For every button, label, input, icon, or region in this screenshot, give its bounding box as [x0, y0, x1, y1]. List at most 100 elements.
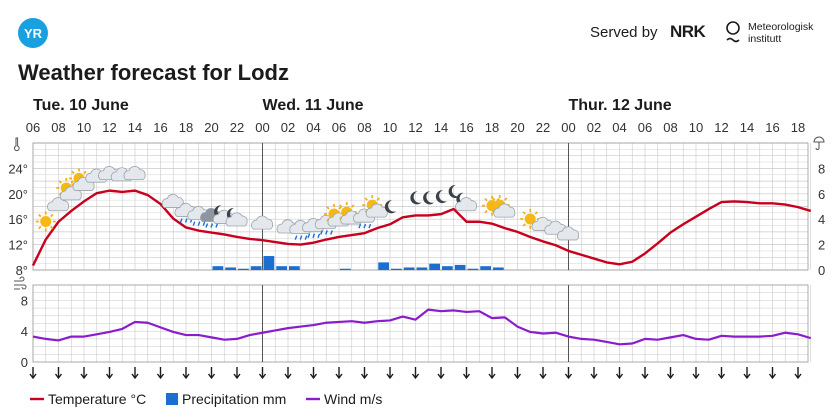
x-tick-label: 12 [102, 120, 116, 135]
met-institute-line2: institutt [748, 33, 782, 45]
arrow-head [564, 373, 573, 380]
precipitation-bar [429, 263, 440, 270]
nrk-logo[interactable]: NRK [670, 22, 706, 41]
grid-lines [32, 142, 812, 363]
rain-drop [210, 223, 214, 228]
y-tick-label-precipitation: 0 [818, 263, 825, 278]
cloud-shape [455, 197, 477, 212]
rain-drop [205, 223, 209, 228]
arrow-head [360, 373, 369, 380]
wind-direction-arrow [743, 367, 751, 380]
x-tick-label: 22 [230, 120, 244, 135]
rain-drop [368, 223, 372, 229]
x-tick-label: 18 [485, 120, 499, 135]
wind-direction-arrow [335, 367, 343, 380]
cloud-shape [365, 203, 388, 218]
precipitation-bar [238, 268, 249, 270]
y-tick-label-temperature: 20° [8, 187, 28, 202]
y-tick-label-wind: 4 [21, 324, 28, 339]
rain-drop [192, 221, 196, 226]
sun-ray [50, 225, 54, 230]
x-tick-label: 00 [561, 120, 575, 135]
x-tick-label: 02 [587, 120, 601, 135]
wind-icon [14, 276, 27, 290]
y-tick-label-temperature: 24° [8, 161, 28, 176]
y-tick-label-precipitation: 2 [818, 238, 825, 253]
rain-drop [325, 230, 328, 235]
rain-drop [317, 233, 321, 238]
y-tick-label-precipitation: 4 [818, 212, 825, 227]
x-tick-label: 16 [153, 120, 167, 135]
precipitation-bar [493, 267, 504, 270]
arrow-head [590, 373, 598, 380]
x-tick-label: 14 [128, 120, 142, 135]
cloud-shape [161, 194, 184, 208]
sun-ray [364, 197, 368, 201]
cloud-shape [123, 166, 146, 181]
day-label: Tue. 10 June [33, 97, 129, 114]
rain-drop [202, 221, 206, 226]
rain-drop [197, 221, 201, 226]
met-institute-logo[interactable]: Meteorologisk institutt [748, 21, 813, 45]
moon-icon [410, 191, 422, 205]
wind-direction-arrow [105, 367, 114, 380]
x-tick-label: 20 [510, 120, 524, 135]
sun-ray [492, 197, 496, 201]
arrow-head [743, 373, 751, 380]
rain-drop [330, 230, 333, 235]
served-by-label: Served by [590, 24, 658, 41]
sun-ray [484, 209, 488, 214]
arrow-head [105, 373, 114, 380]
rain-drop [179, 218, 183, 223]
arrow-head [768, 373, 777, 380]
x-tick-label: 06 [638, 120, 652, 135]
sun-ray [522, 211, 526, 215]
wind-direction-arrow [564, 367, 573, 380]
sun-ray [71, 170, 75, 175]
sun-ray [326, 206, 330, 210]
precipitation-bar [250, 266, 262, 270]
sun-ray [83, 170, 87, 175]
sun-ray [522, 223, 526, 227]
cloud-icon [161, 194, 184, 208]
x-tick-label: 08 [357, 120, 371, 135]
day-label: Thur. 12 June [569, 97, 672, 114]
moon-shape [423, 191, 435, 205]
precipitation-bar [378, 262, 389, 270]
precipitation-bar [416, 267, 428, 270]
legend-label-precipitation: Precipitation mm [182, 391, 286, 407]
legend-swatch-precipitation [166, 393, 178, 405]
x-tick-label: 10 [689, 120, 703, 135]
yr-logo[interactable]: YR [18, 18, 48, 48]
precipitation-bar [276, 266, 287, 270]
cloud-shape [493, 203, 516, 218]
y-tick-label-temperature: 12° [8, 238, 28, 253]
x-tick-label: 00 [255, 120, 269, 135]
rain-drop [307, 233, 311, 238]
y-tick-label-temperature: 16° [8, 212, 28, 227]
partly-cloudy-night-icon [455, 192, 477, 212]
arrow-head [794, 373, 802, 380]
wind-direction-arrow [360, 367, 369, 380]
arrow-head [641, 373, 649, 380]
sun-ray [58, 180, 62, 184]
thermometer-icon [13, 137, 20, 152]
arrow-head [717, 373, 726, 380]
cloud-icon [123, 166, 146, 181]
precipitation-bar [403, 267, 415, 270]
moon-icon [448, 185, 460, 199]
arrow-head [335, 373, 343, 380]
wind-direction-arrow [207, 367, 216, 380]
wind-panel-frame [32, 284, 809, 363]
wind-direction-arrow [717, 367, 726, 380]
arrow-head [131, 373, 139, 380]
precipitation-bar [263, 256, 275, 270]
wind-direction-arrow [131, 367, 139, 380]
wind-direction-arrow [692, 367, 700, 380]
partly-cloudy-day-icon [489, 195, 516, 218]
moon-icon [435, 190, 447, 204]
rain-drop [215, 223, 219, 228]
wind-direction-arrow [411, 367, 420, 380]
moon-shape [410, 191, 422, 205]
